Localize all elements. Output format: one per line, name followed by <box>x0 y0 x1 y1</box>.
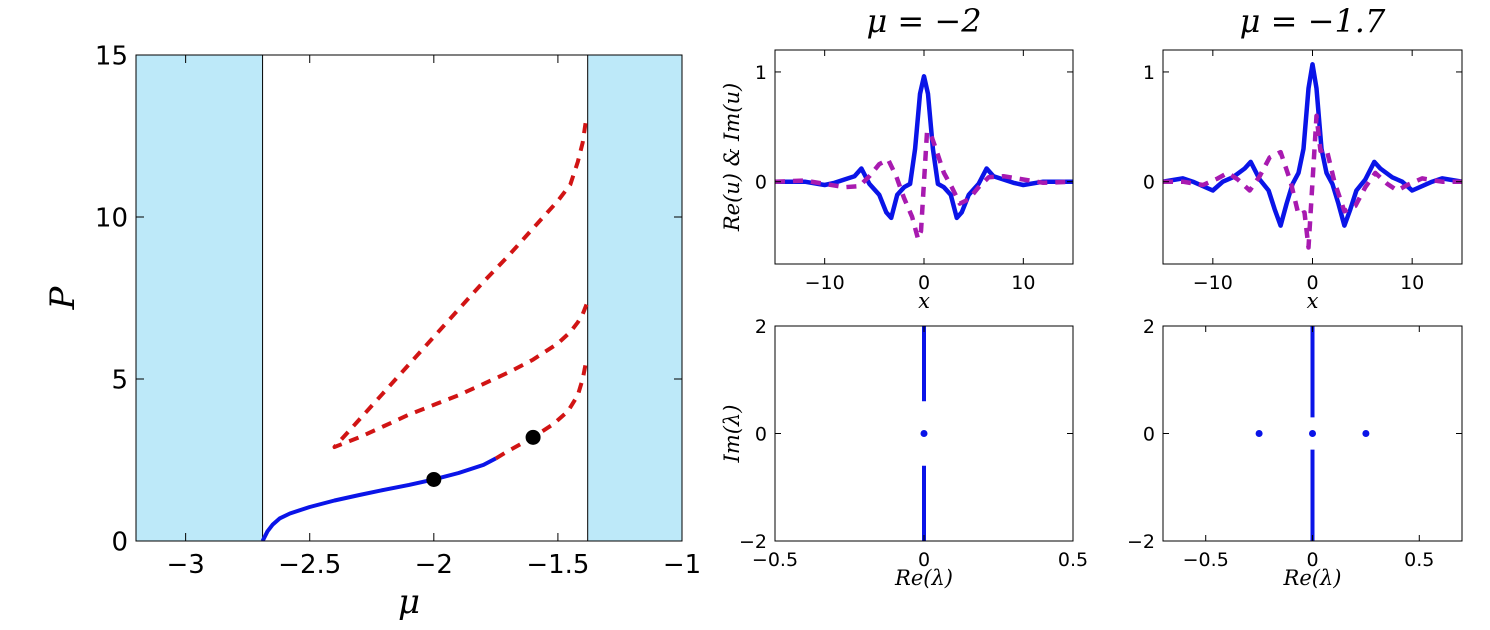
y-tick-label: 0 <box>755 423 767 445</box>
chart-profile-mu-2: −10 0 10 0 1 x Re(u) & Im(u) μ = −2 <box>720 2 1074 313</box>
series-line-unstable <box>494 359 589 461</box>
chart-title: μ = −1.7 <box>1240 2 1386 40</box>
series-line-real <box>775 74 1073 221</box>
x-tick-label: −0.5 <box>752 549 798 571</box>
x-tick-label: 0.5 <box>1404 549 1434 571</box>
y-tick-label: 0 <box>111 527 128 557</box>
x-tick-label: −0.5 <box>1183 549 1229 571</box>
x-axis-label: x <box>1307 289 1319 313</box>
y-tick-label: −2 <box>1127 531 1155 553</box>
y-axis-label: P <box>43 285 83 310</box>
series-line-real <box>1163 62 1462 228</box>
x-tick-label: 0 <box>918 272 930 294</box>
x-axis-label: μ <box>398 582 420 622</box>
series-line-unstable <box>332 116 589 449</box>
x-tick-label: −10 <box>805 272 845 294</box>
x-tick-label: −2.5 <box>278 550 341 580</box>
y-tick-label: 1 <box>1143 62 1155 84</box>
band-region <box>136 55 264 541</box>
x-axis-label: Re(λ) <box>1283 566 1342 590</box>
x-tick-label: 0 <box>918 549 930 571</box>
band-region <box>587 55 682 541</box>
y-tick-label: 0 <box>1143 172 1155 194</box>
y-tick-label: 0 <box>755 172 767 194</box>
series-line-stable <box>260 456 497 541</box>
plot-area <box>775 74 1073 242</box>
y-tick-label: 2 <box>755 316 767 338</box>
x-tick-label: 10 <box>1400 272 1424 294</box>
eigenvalue-point <box>920 430 928 437</box>
eigenvalue-point <box>1309 430 1316 437</box>
eigenvalue-point <box>1255 430 1263 437</box>
y-axis-label: Im(λ) <box>720 405 744 464</box>
plot-area <box>1255 326 1370 541</box>
y-axis-label: Re(u) & Im(u) <box>720 83 744 232</box>
x-tick-label: 0 <box>1306 272 1318 294</box>
x-axis-label: x <box>918 289 930 313</box>
series-line-imag <box>775 130 1073 242</box>
series-line-imag <box>1163 113 1462 250</box>
x-tick-label: −2 <box>415 550 453 580</box>
chart-spectrum-mu-17: −0.5 0 0.5 −2 0 2 Re(λ) <box>1127 316 1463 590</box>
chart-power-curve: −3 −2.5 −2 −1.5 −1 0 5 10 15 μ P <box>43 41 701 622</box>
y-tick-label: −2 <box>739 531 767 553</box>
y-tick-label: 1 <box>755 62 767 84</box>
y-tick-label: 2 <box>1143 316 1155 338</box>
y-tick-label: 10 <box>95 203 128 233</box>
chart-profile-mu-17: −10 0 10 0 1 x μ = −1.7 <box>1143 2 1463 313</box>
y-tick-label: 15 <box>95 41 128 71</box>
axes-box <box>135 54 683 542</box>
y-tick-label: 5 <box>111 365 128 395</box>
eigenvalue-point <box>1362 430 1370 437</box>
x-tick-label: 0 <box>1306 549 1318 571</box>
plot-area <box>136 55 682 541</box>
x-tick-label: 0.5 <box>1058 549 1088 571</box>
chart-spectrum-mu-2: −0.5 0 0.5 −2 0 2 Re(λ) Im(λ) <box>720 316 1088 590</box>
x-tick-label: 10 <box>1011 272 1035 294</box>
y-tick-label: 0 <box>1143 423 1155 445</box>
plot-area <box>1163 62 1462 250</box>
x-tick-label: −3 <box>166 550 204 580</box>
solution-point <box>426 471 442 487</box>
x-tick-label: −1.5 <box>526 550 589 580</box>
chart-title: μ = −2 <box>866 2 981 40</box>
plot-area <box>920 326 928 541</box>
x-tick-label: −1 <box>663 550 701 580</box>
x-axis-label: Re(λ) <box>894 566 953 590</box>
solution-point <box>525 429 541 445</box>
x-tick-label: −10 <box>1193 272 1233 294</box>
